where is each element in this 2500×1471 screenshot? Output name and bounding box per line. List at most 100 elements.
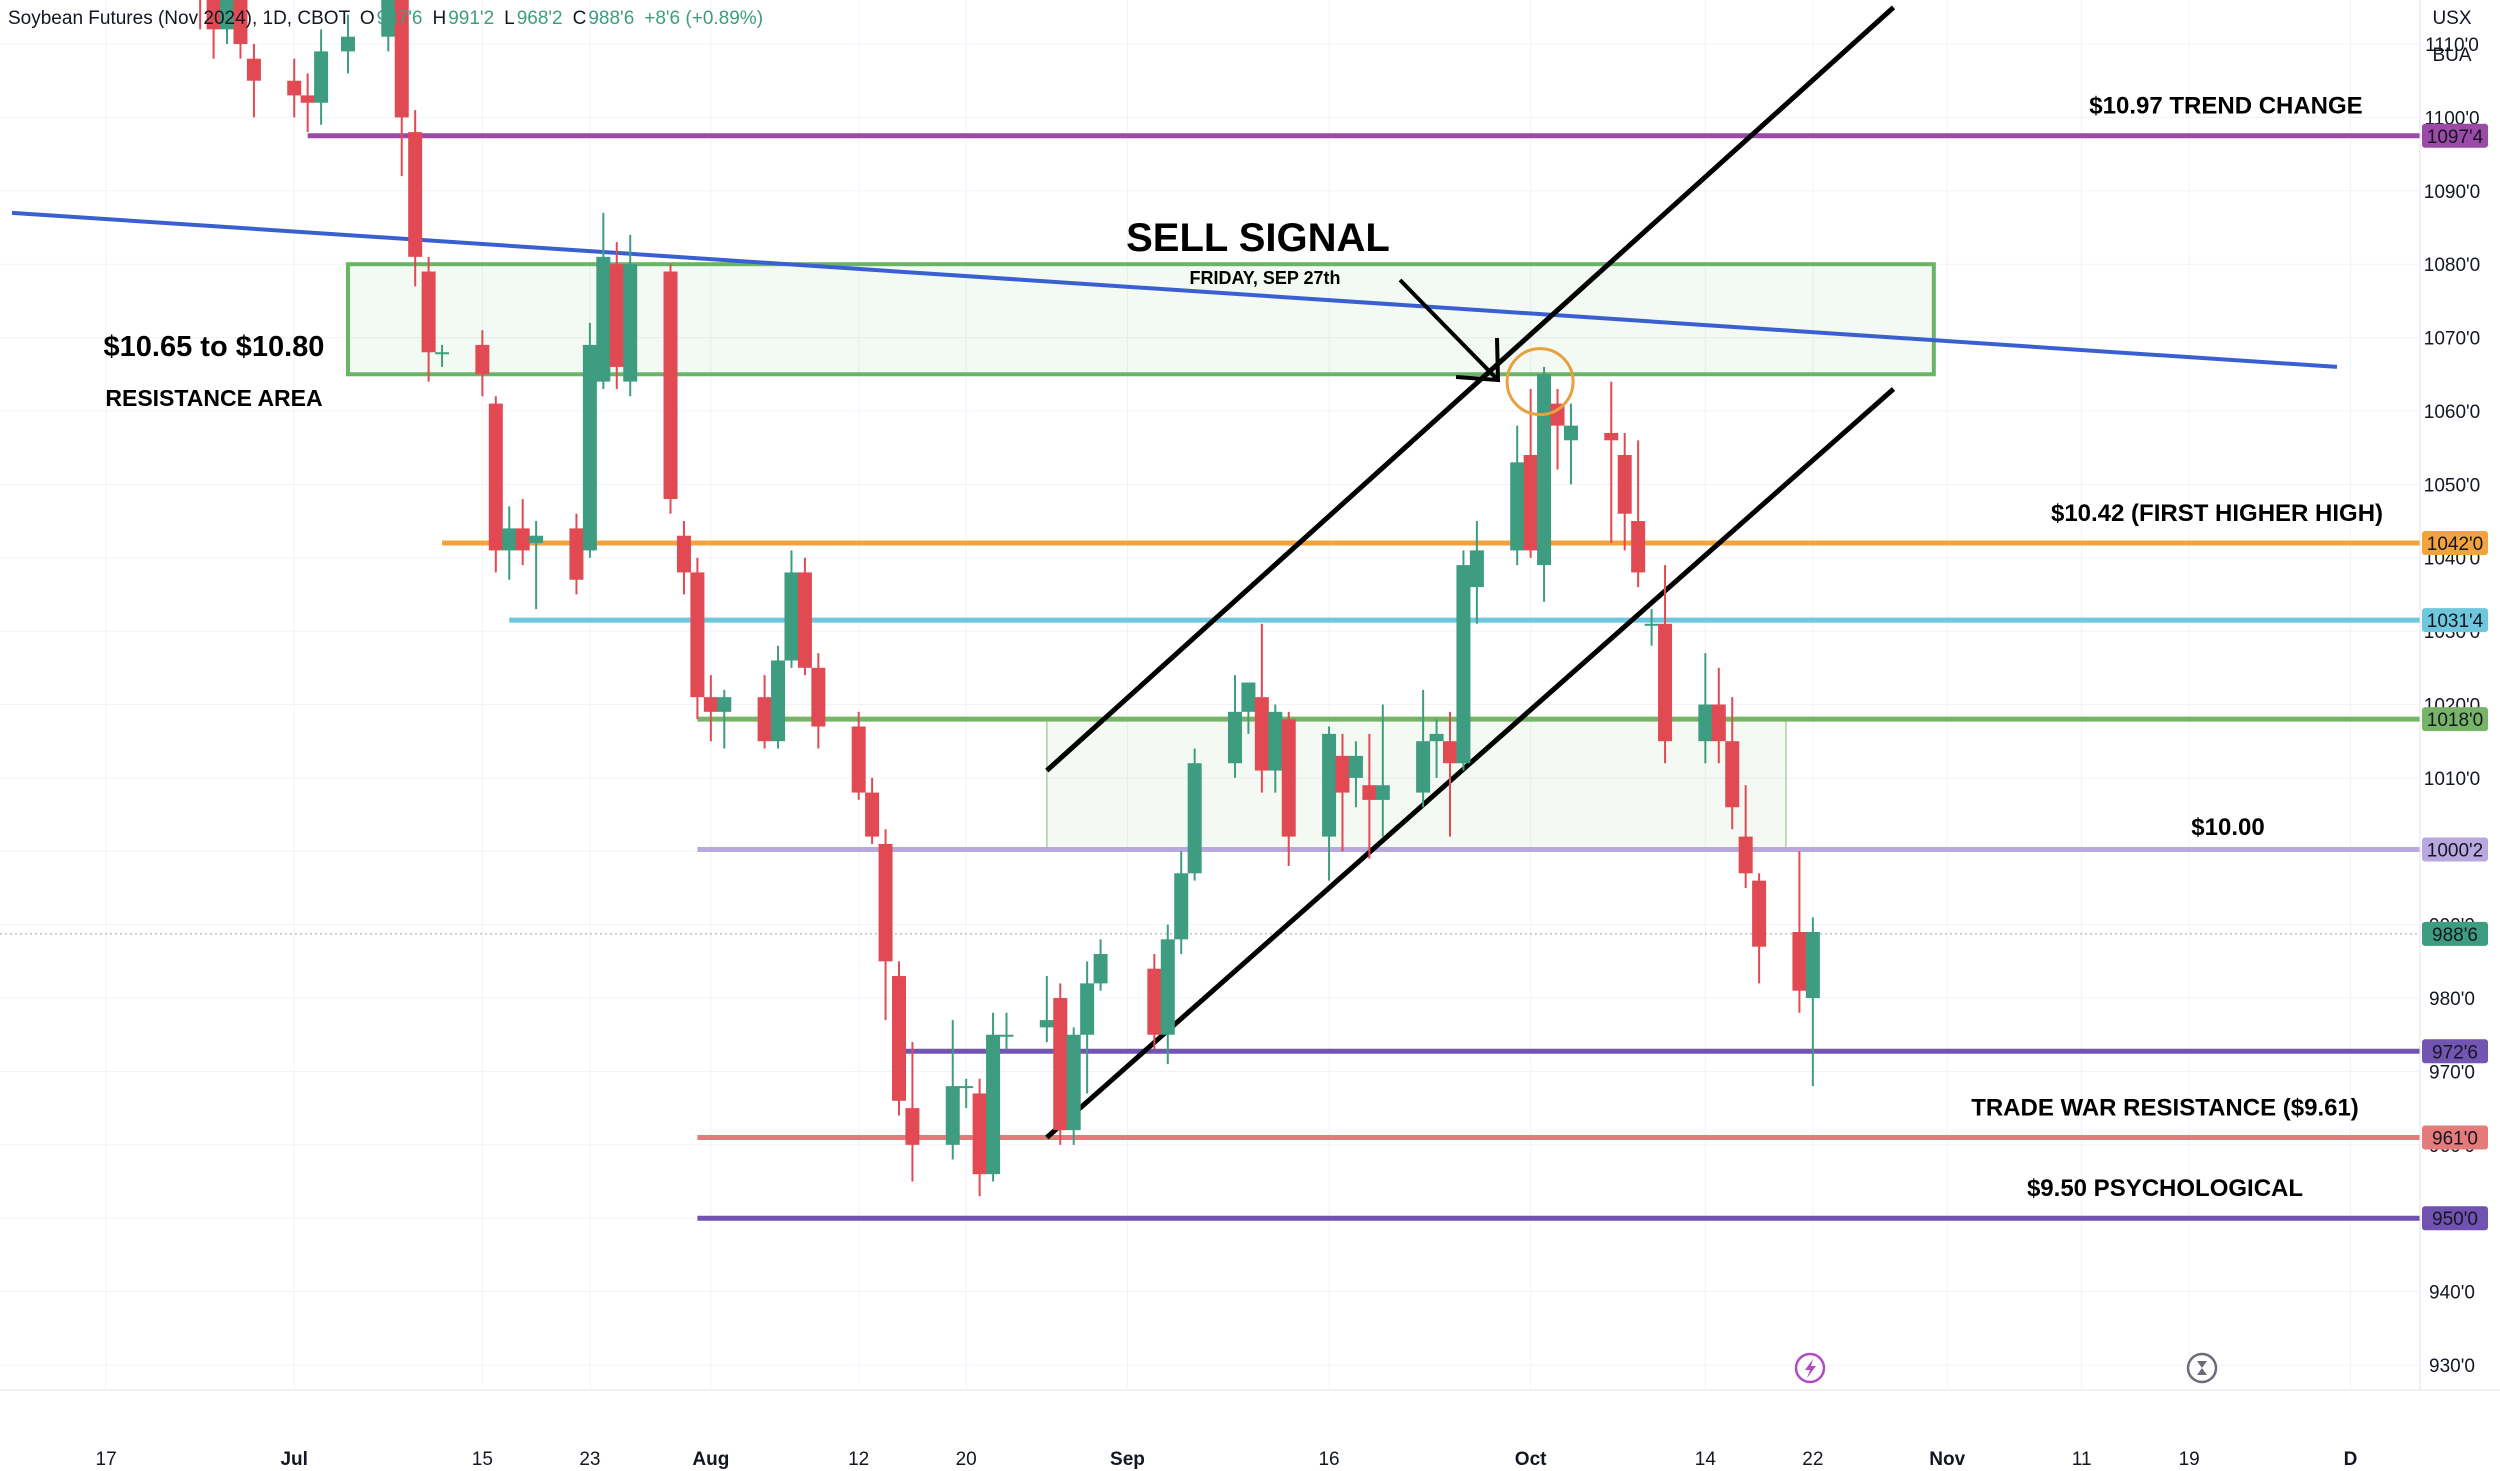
candle bbox=[1174, 851, 1189, 955]
candle bbox=[703, 675, 718, 742]
candle-body bbox=[233, 0, 248, 45]
downtrend-line bbox=[11, 210, 2338, 369]
candle bbox=[1375, 704, 1390, 837]
time-tick-label: 17 bbox=[96, 1449, 117, 1470]
time-tick-label: 22 bbox=[1802, 1449, 1823, 1470]
candle-body bbox=[1160, 939, 1175, 1035]
candle-body bbox=[287, 80, 302, 96]
candle-body bbox=[1805, 932, 1820, 999]
price-tick-label: 940'0 bbox=[2429, 1283, 2475, 1304]
currency-label[interactable]: USX bbox=[2432, 8, 2471, 29]
candle bbox=[1080, 961, 1095, 1094]
price-tick-label: 980'0 bbox=[2429, 989, 2475, 1010]
sell-signal-date: FRIDAY, SEP 27th bbox=[1189, 268, 1340, 288]
candle-body bbox=[1510, 462, 1525, 551]
level-annotation: $10.97 TREND CHANGE bbox=[2089, 93, 2362, 120]
candle bbox=[199, 0, 202, 30]
candle-body bbox=[246, 58, 261, 81]
grid bbox=[0, 0, 2420, 1387]
candle-body bbox=[703, 697, 718, 712]
candle bbox=[475, 330, 490, 397]
candle-body bbox=[1537, 374, 1552, 566]
candle bbox=[1053, 983, 1068, 1145]
candle-body bbox=[999, 1034, 1014, 1037]
time-tick-label: Oct bbox=[1515, 1449, 1547, 1470]
candle bbox=[596, 212, 611, 389]
candle bbox=[1187, 748, 1202, 881]
current-price-tag: 988'6 bbox=[2432, 925, 2478, 946]
candle bbox=[878, 829, 893, 1021]
candle bbox=[797, 557, 812, 676]
candle-body bbox=[609, 264, 624, 367]
price-tick-label: 1080'0 bbox=[2424, 255, 2480, 276]
level-price-tag-bg bbox=[2422, 707, 2488, 732]
candle-body bbox=[1456, 565, 1471, 764]
candle-body bbox=[1443, 741, 1458, 764]
candle-body bbox=[1644, 623, 1659, 626]
candle-body bbox=[569, 528, 584, 580]
price-tick-label: 1090'0 bbox=[2424, 182, 2480, 203]
hourglass-icon[interactable] bbox=[2186, 1352, 2218, 1384]
price-tick-label: 930'0 bbox=[2429, 1356, 2475, 1377]
time-tick-label: Nov bbox=[1929, 1449, 1965, 1470]
candle-body bbox=[1348, 755, 1363, 778]
candle bbox=[1093, 939, 1108, 991]
candle-body bbox=[891, 976, 906, 1101]
candle-body bbox=[986, 1034, 1001, 1175]
candle-body bbox=[1416, 741, 1431, 793]
lightning-icon[interactable] bbox=[1794, 1352, 1826, 1384]
time-tick-label: 23 bbox=[579, 1449, 600, 1470]
candle-body bbox=[421, 271, 436, 353]
candle bbox=[1631, 440, 1646, 588]
candle bbox=[1039, 976, 1054, 1043]
candle bbox=[381, 0, 396, 52]
candle bbox=[784, 550, 799, 668]
candle-body bbox=[582, 344, 597, 551]
candle-body bbox=[1658, 623, 1673, 742]
candle bbox=[1738, 785, 1753, 888]
low-value: 968'2 bbox=[517, 8, 563, 29]
candle-body bbox=[1698, 704, 1713, 742]
candle bbox=[1456, 550, 1471, 771]
candle bbox=[1523, 388, 1538, 558]
low-label: L bbox=[504, 8, 515, 29]
price-axis-bg bbox=[2420, 0, 2500, 1471]
candle-body bbox=[529, 535, 544, 544]
price-axis[interactable]: 1110'01100'01090'01080'01070'01060'01050… bbox=[2419, 0, 2500, 1471]
candle-body bbox=[1053, 998, 1068, 1131]
candle bbox=[1469, 521, 1484, 624]
candle bbox=[233, 0, 248, 59]
high-value: 991'2 bbox=[448, 8, 494, 29]
candle bbox=[1563, 403, 1578, 485]
candle bbox=[421, 256, 436, 382]
level-price-tag: 1031'4 bbox=[2427, 611, 2484, 632]
candle bbox=[287, 58, 302, 118]
candle-body bbox=[1174, 873, 1189, 940]
candle-body bbox=[959, 1086, 974, 1089]
candle bbox=[676, 521, 691, 595]
candle bbox=[1644, 609, 1659, 646]
candle bbox=[1335, 733, 1350, 852]
candle bbox=[1066, 1027, 1081, 1145]
candle-body bbox=[206, 0, 221, 30]
candle-body bbox=[1254, 697, 1269, 771]
candle-body bbox=[1725, 741, 1740, 808]
candle-body bbox=[811, 667, 826, 727]
time-tick-label: 14 bbox=[1695, 1449, 1717, 1470]
candle bbox=[1752, 873, 1767, 984]
resistance-price-label: $10.65 to $10.80 bbox=[104, 331, 325, 363]
open-value: 987'6 bbox=[377, 8, 423, 29]
candle bbox=[1617, 432, 1632, 551]
candle bbox=[220, 0, 235, 45]
level-price-tag-bg bbox=[2422, 123, 2488, 148]
level-price-tag-bg bbox=[2422, 1125, 2488, 1150]
candle bbox=[663, 264, 678, 514]
unit-label[interactable]: BUA bbox=[2432, 45, 2471, 66]
candle bbox=[435, 344, 450, 367]
candle-body bbox=[381, 0, 396, 37]
candle bbox=[1227, 675, 1242, 778]
candle bbox=[1254, 623, 1269, 793]
time-axis[interactable]: 17 Jul 15 23 Aug 12 20 Sep 16 Oct 14 22 Nov 11 19 D bbox=[0, 1389, 2500, 1471]
candle-body bbox=[1375, 785, 1390, 800]
